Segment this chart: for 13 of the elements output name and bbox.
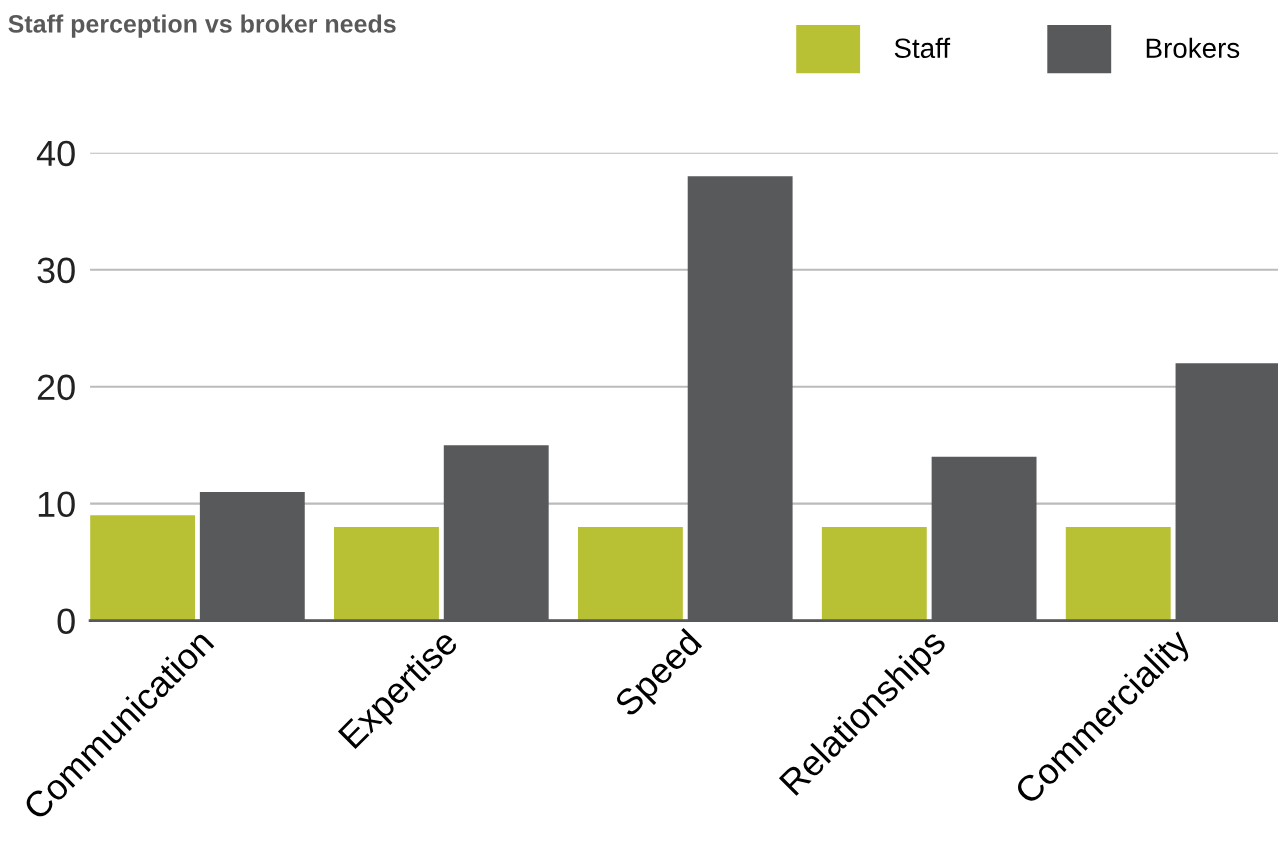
y-tick-label: 0 — [57, 608, 75, 635]
legend-label: Staff — [894, 37, 951, 59]
bar — [90, 515, 195, 621]
legend-label: Brokers — [1146, 37, 1240, 59]
chart-title: Staff perception vs broker needs — [8, 14, 396, 38]
y-tick-label: 30 — [37, 257, 75, 284]
bar — [577, 527, 683, 621]
bar — [1065, 527, 1171, 621]
bar — [821, 527, 927, 621]
y-tick-label: 10 — [38, 491, 75, 518]
bar — [334, 527, 439, 621]
y-tick-label: 40 — [36, 140, 75, 167]
y-tick-label: 20 — [37, 374, 75, 401]
